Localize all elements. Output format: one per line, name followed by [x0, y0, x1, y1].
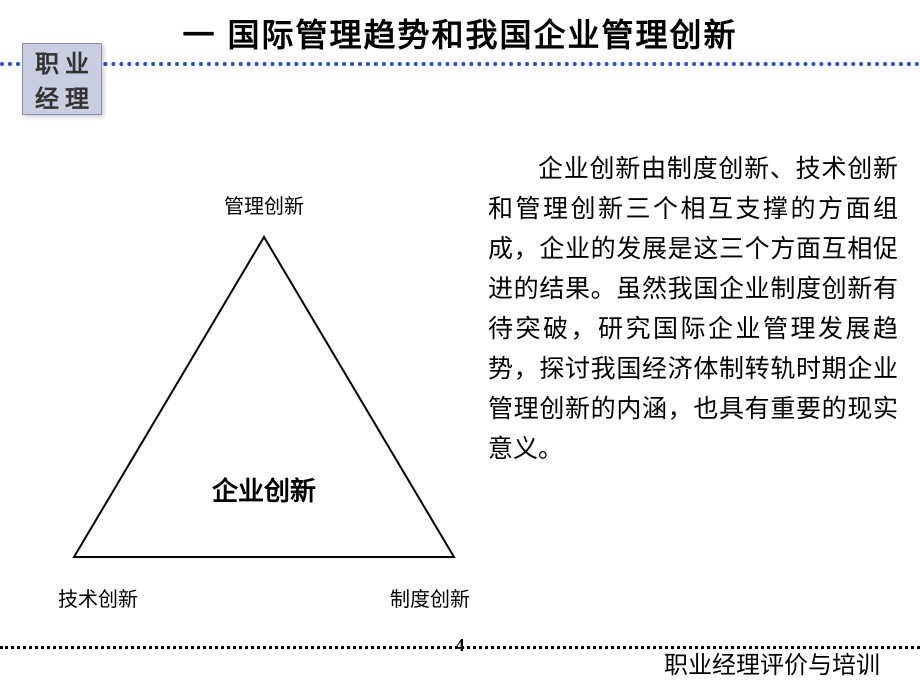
footer-text: 职业经理评价与培训 — [664, 645, 880, 680]
body-paragraph-text: 企业创新由制度创新、技术创新和管理创新三个相互支撑的方面组成，企业的发展是这三个… — [488, 150, 898, 470]
triangle-vertex-bl: 技术创新 — [58, 583, 138, 612]
top-divider — [0, 62, 920, 66]
badge-box: 职业 经理 — [22, 43, 102, 115]
body-paragraph: 企业创新由制度创新、技术创新和管理创新三个相互支撑的方面组成，企业的发展是这三个… — [488, 150, 898, 470]
triangle-diagram: 管理创新 企业创新 技术创新 制度创新 — [64, 210, 464, 580]
slide-title: 一 国际管理趋势和我国企业管理创新 — [0, 10, 920, 56]
triangle-center-label: 企业创新 — [212, 471, 316, 508]
badge-line-1: 职业 — [29, 44, 95, 79]
triangle-shape — [64, 210, 464, 580]
triangle-vertex-br: 制度创新 — [390, 583, 470, 612]
badge-line-2: 经理 — [29, 79, 95, 114]
triangle-polygon — [74, 237, 454, 557]
